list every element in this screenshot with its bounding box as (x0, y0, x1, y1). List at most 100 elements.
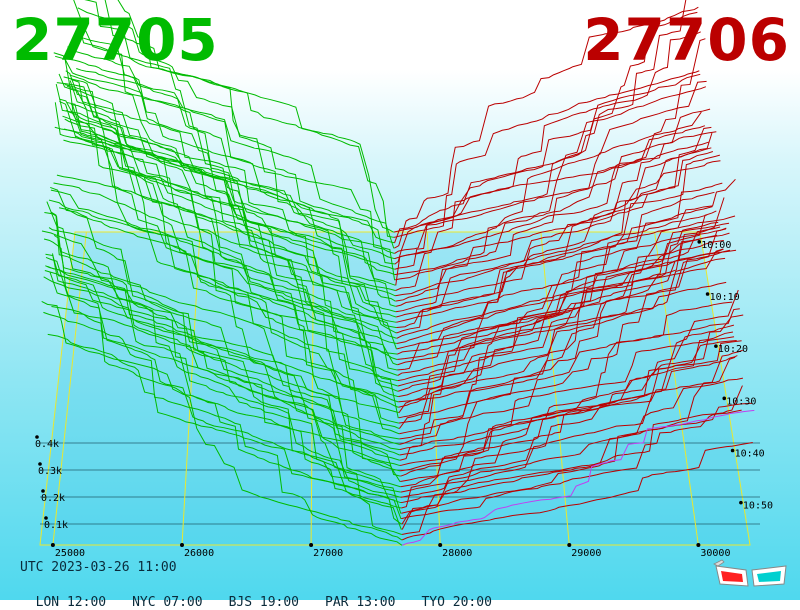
bid-depth-line (55, 55, 398, 382)
timezone-lon: LON 12:00 (35, 595, 107, 610)
timezone-par: PAR 13:00 (325, 595, 396, 610)
bid-depth-series (41, 0, 403, 546)
ask-depth-line (396, 191, 715, 339)
price-tick-dot (309, 543, 314, 547)
bid-depth-line (45, 265, 402, 519)
ask-depth-line (395, 38, 706, 291)
time-tick-dot (730, 448, 735, 453)
bid-depth-line (64, 84, 397, 323)
time-tick-label: 10:20 (718, 344, 748, 355)
ask-depth-line (394, 80, 707, 260)
price-tick-label: 30000 (700, 548, 730, 559)
ask-depth-line (401, 402, 753, 530)
bid-depth-line (73, 35, 395, 275)
ask-depth-line (401, 385, 743, 514)
timezone-tyo: TYO 20:00 (421, 595, 492, 610)
bid-depth-line (77, 7, 395, 244)
depth-tick-label: 0.4k (35, 439, 59, 450)
ask-depth-line (396, 226, 721, 350)
bid-depth-line (58, 207, 398, 366)
ask-depth-line (402, 442, 753, 541)
price-tick-label: 28000 (442, 548, 472, 559)
time-tick-dot (739, 500, 743, 505)
ask-depth-line (397, 154, 721, 366)
depth-tick-dot (44, 516, 48, 520)
ask-depth-line (397, 234, 718, 360)
timezone-bjs: BJS 19:00 (228, 595, 300, 610)
ask-depth-line (398, 182, 723, 397)
ask-depth-line (397, 210, 717, 355)
utc-timestamp: UTC 2023-03-26 11:00 (20, 560, 177, 575)
price-gridline (181, 231, 201, 546)
3d-glasses-icon[interactable] (712, 556, 792, 592)
bid-depth-line (63, 76, 397, 318)
price-tick-dot (438, 543, 443, 547)
time-tick-label: 10:10 (710, 292, 740, 303)
ask-depth-line (397, 248, 724, 387)
time-tick-dot (705, 292, 710, 296)
ask-depth-line (399, 232, 730, 435)
bid-depth-line (43, 311, 403, 546)
ask-depth-line (396, 221, 719, 344)
price-tick-label: 27000 (313, 548, 343, 559)
bid-depth-line (54, 126, 400, 456)
ask-depth-series (393, 0, 755, 546)
ask-depth-line (400, 215, 736, 472)
ask-depth-line (394, 0, 687, 254)
ask-depth-line (393, 70, 700, 238)
bid-depth-line (43, 276, 402, 525)
ask-depth-line (397, 197, 725, 382)
time-tick-label: 10:50 (743, 501, 773, 512)
axis-labels: 0.1k 0.2k 0.3k 0.4k 25000 26000 27000 28000 2900… (35, 240, 773, 559)
price-tick-dot (696, 543, 701, 547)
ask-depth-line (395, 141, 709, 286)
time-tick-label: 10:00 (701, 240, 731, 251)
bid-depth-line (64, 118, 397, 339)
bid-depth-line (50, 186, 401, 472)
price-tick-label: 25000 (55, 548, 85, 559)
bid-depth-line (43, 238, 403, 541)
bid-depth-line (44, 270, 401, 498)
ask-depth-line (398, 257, 726, 403)
bid-depth-line (48, 227, 401, 482)
ask-depth-line (395, 108, 711, 302)
ask-depth-line (397, 248, 724, 376)
ask-depth-line (394, 11, 698, 244)
ask-depth-line (396, 151, 714, 318)
ask-depth-line (396, 147, 712, 328)
ask-depth-line (395, 131, 717, 313)
bid-depth-line (45, 253, 401, 477)
time-tick-label: 10:30 (726, 396, 756, 407)
bid-depth-line (73, 0, 398, 360)
ask-depth-line (401, 308, 740, 509)
bid-depth-line (66, 109, 397, 350)
timezone-list: LON 12:00 NYC 07:00 BJS 19:00 PAR 13:00 TYO … (20, 580, 518, 610)
bid-depth-line (51, 253, 400, 445)
ask-depth-line (394, 86, 707, 275)
depth-tick-label: 0.3k (38, 466, 62, 477)
timezone-nyc: NYC 07:00 (132, 595, 203, 610)
bid-depth-line (65, 70, 398, 355)
ask-depth-line (398, 228, 727, 408)
depth-tick-dot (35, 435, 39, 439)
ask-depth-line (401, 409, 742, 519)
bid-depth-line (67, 46, 396, 302)
bid-depth-line (50, 189, 399, 424)
price-gridline (540, 231, 570, 546)
depth-tick-label: 0.1k (44, 520, 68, 531)
bid-depth-line (70, 104, 396, 286)
time-tick-dot (697, 240, 702, 244)
bid-depth-line (44, 211, 402, 514)
bid-depth-line (59, 100, 399, 397)
bid-depth-line (76, 68, 395, 249)
ask-depth-line (394, 6, 699, 249)
price-tick-label: 26000 (184, 548, 214, 559)
ask-depth-line (399, 249, 731, 429)
bid-depth-line (47, 265, 401, 493)
ask-depth-line (400, 355, 738, 488)
price-tick-dot (180, 543, 184, 547)
time-tick-dot (722, 396, 727, 401)
ask-depth-line (401, 314, 744, 535)
time-tick-dot (714, 344, 718, 348)
